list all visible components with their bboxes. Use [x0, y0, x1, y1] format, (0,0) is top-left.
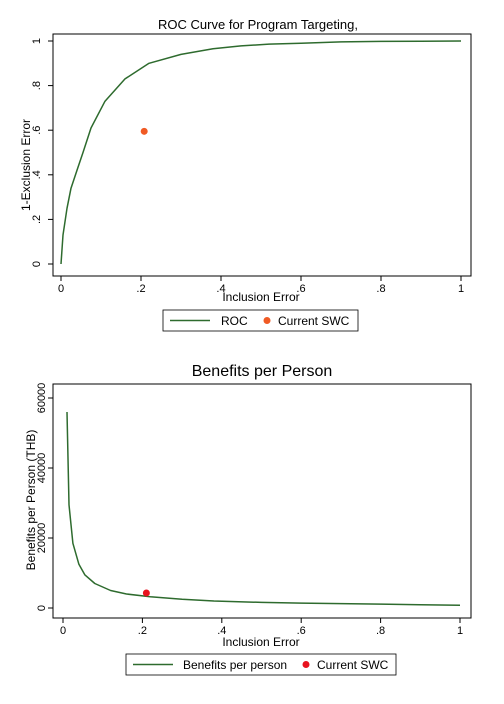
benefits-y-tick-label: 60000 [36, 383, 48, 414]
roc-x-tick-label: .4 [216, 283, 225, 295]
roc-y-tick-label: .6 [31, 126, 43, 135]
benefits-legend-label-current-swc: Current SWC [317, 658, 389, 672]
benefits-legend-box [125, 653, 397, 676]
benefits-plot-frame [52, 383, 472, 619]
roc-legend: ROC Current SWC [162, 309, 359, 332]
benefits-legend-label-benefits: Benefits per person [183, 658, 287, 672]
benefits-y-tick-label: 40000 [36, 453, 48, 484]
roc-chart: ROC Curve for Program Targeting, 0 .2 .4 .6… [19, 17, 472, 332]
roc-legend-point-swatch [263, 317, 271, 324]
roc-series-line [60, 40, 462, 265]
benefits-y-axis-label: Benefits per Person (THB) [24, 430, 38, 571]
roc-legend-label-roc: ROC [221, 314, 248, 328]
benefits-current-swc-point [142, 589, 150, 597]
roc-y-tick-label: 1 [31, 38, 43, 44]
benefits-chart: Benefits per Person 0 .2 .4 .6 .8 1 0 20000 4000… [24, 363, 472, 676]
roc-x-tick-label: 1 [458, 283, 464, 295]
roc-plot-frame [52, 33, 472, 277]
roc-marks [60, 40, 462, 265]
roc-x-tick-label: .6 [296, 283, 305, 295]
benefits-marks [66, 411, 461, 606]
benefits-y-tick-label: 0 [36, 605, 48, 611]
benefits-legend: Benefits per person Current SWC [125, 653, 397, 676]
benefits-x-tick-label: .2 [138, 625, 147, 637]
roc-y-axis-label: 1-Exclusion Error [19, 119, 33, 211]
benefits-series-line [66, 411, 461, 606]
benefits-x-axis-label: Inclusion Error [222, 635, 299, 649]
benefits-y-tick-label: 20000 [36, 523, 48, 554]
roc-legend-label-current-swc: Current SWC [278, 314, 350, 328]
benefits-x-tick-label: 0 [60, 625, 66, 637]
roc-x-tick-label: .8 [376, 283, 385, 295]
roc-y-tick-label: .8 [31, 81, 43, 90]
benefits-x-tick-label: 1 [457, 625, 463, 637]
benefits-x-tick-label: .6 [297, 625, 306, 637]
roc-x-tick-label: 0 [58, 283, 64, 295]
roc-ticks: 0 .2 .4 .6 .8 1 0 .2 .4 .6 .8 1 [31, 38, 464, 295]
roc-current-swc-point [140, 127, 148, 135]
roc-x-tick-label: .2 [136, 283, 145, 295]
roc-legend-box [162, 309, 359, 332]
roc-x-axis-label: Inclusion Error [222, 290, 299, 304]
benefits-x-tick-label: .4 [217, 625, 226, 637]
roc-y-tick-label: .4 [31, 170, 43, 179]
benefits-ticks: 0 .2 .4 .6 .8 1 0 20000 40000 60000 [36, 383, 463, 637]
benefits-x-tick-label: .8 [376, 625, 385, 637]
roc-y-tick-label: 0 [31, 261, 43, 267]
benefits-chart-title: Benefits per Person [192, 363, 333, 380]
benefits-legend-point-swatch [302, 661, 310, 668]
roc-y-tick-label: .2 [31, 215, 43, 224]
roc-chart-title: ROC Curve for Program Targeting, [158, 17, 358, 32]
